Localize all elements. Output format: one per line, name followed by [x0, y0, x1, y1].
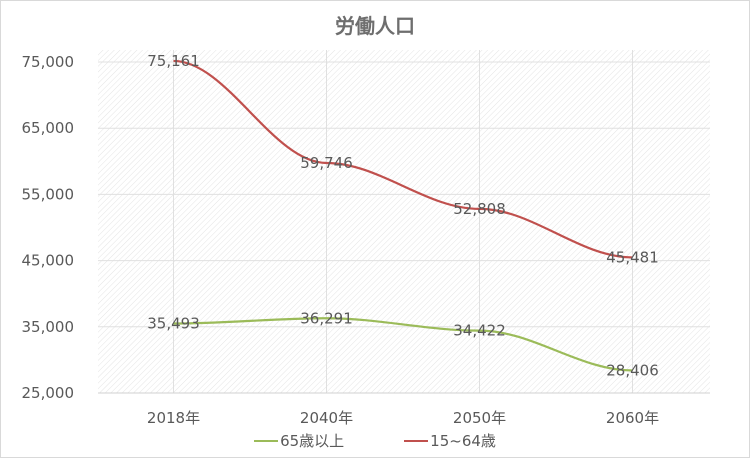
- chart-title: 労働人口: [335, 14, 415, 38]
- series-line: [173, 59, 633, 259]
- x-tick-label: 2050年: [453, 409, 506, 427]
- data-label: 28,406: [606, 361, 659, 379]
- data-label: 52,808: [453, 200, 506, 218]
- legend-label: 65歳以上: [280, 432, 345, 450]
- legend-label: 15~64歳: [430, 432, 496, 450]
- data-labels: 35,493 36,291 34,422 28,406 75,161 59,746 52,8…: [147, 52, 659, 380]
- y-tick-label: 25,000: [22, 384, 75, 402]
- x-tick-label: 2060年: [606, 409, 659, 427]
- y-tick-label: 65,000: [22, 119, 75, 137]
- data-label: 35,493: [147, 315, 200, 333]
- x-axis: 2018年 2040年 2050年 2060年: [147, 409, 659, 427]
- x-tick-label: 2018年: [147, 409, 200, 427]
- plot-area: [98, 50, 710, 393]
- y-axis: 25,000 35,000 45,000 55,000 65,000 75,000: [22, 53, 75, 402]
- y-tick-label: 45,000: [22, 252, 75, 270]
- y-tick-label: 55,000: [22, 185, 75, 203]
- legend: 65歳以上 15~64歳: [0, 430, 750, 451]
- series-line: [173, 317, 633, 372]
- data-label: 34,422: [453, 322, 506, 340]
- x-tick-label: 2040年: [300, 409, 353, 427]
- legend-item-65-plus[interactable]: 65歳以上: [254, 430, 344, 451]
- data-label: 75,161: [147, 52, 200, 70]
- data-label: 36,291: [300, 309, 353, 327]
- legend-swatch-green: [254, 439, 279, 442]
- y-tick-label: 75,000: [22, 53, 75, 71]
- legend-item-15-64[interactable]: 15~64歳: [404, 430, 496, 451]
- data-label: 45,481: [606, 248, 659, 266]
- gridlines: [98, 50, 710, 394]
- legend-swatch-red: [404, 439, 429, 442]
- data-label: 59,746: [300, 154, 353, 172]
- y-tick-label: 35,000: [22, 318, 75, 336]
- series-lines: [173, 59, 633, 372]
